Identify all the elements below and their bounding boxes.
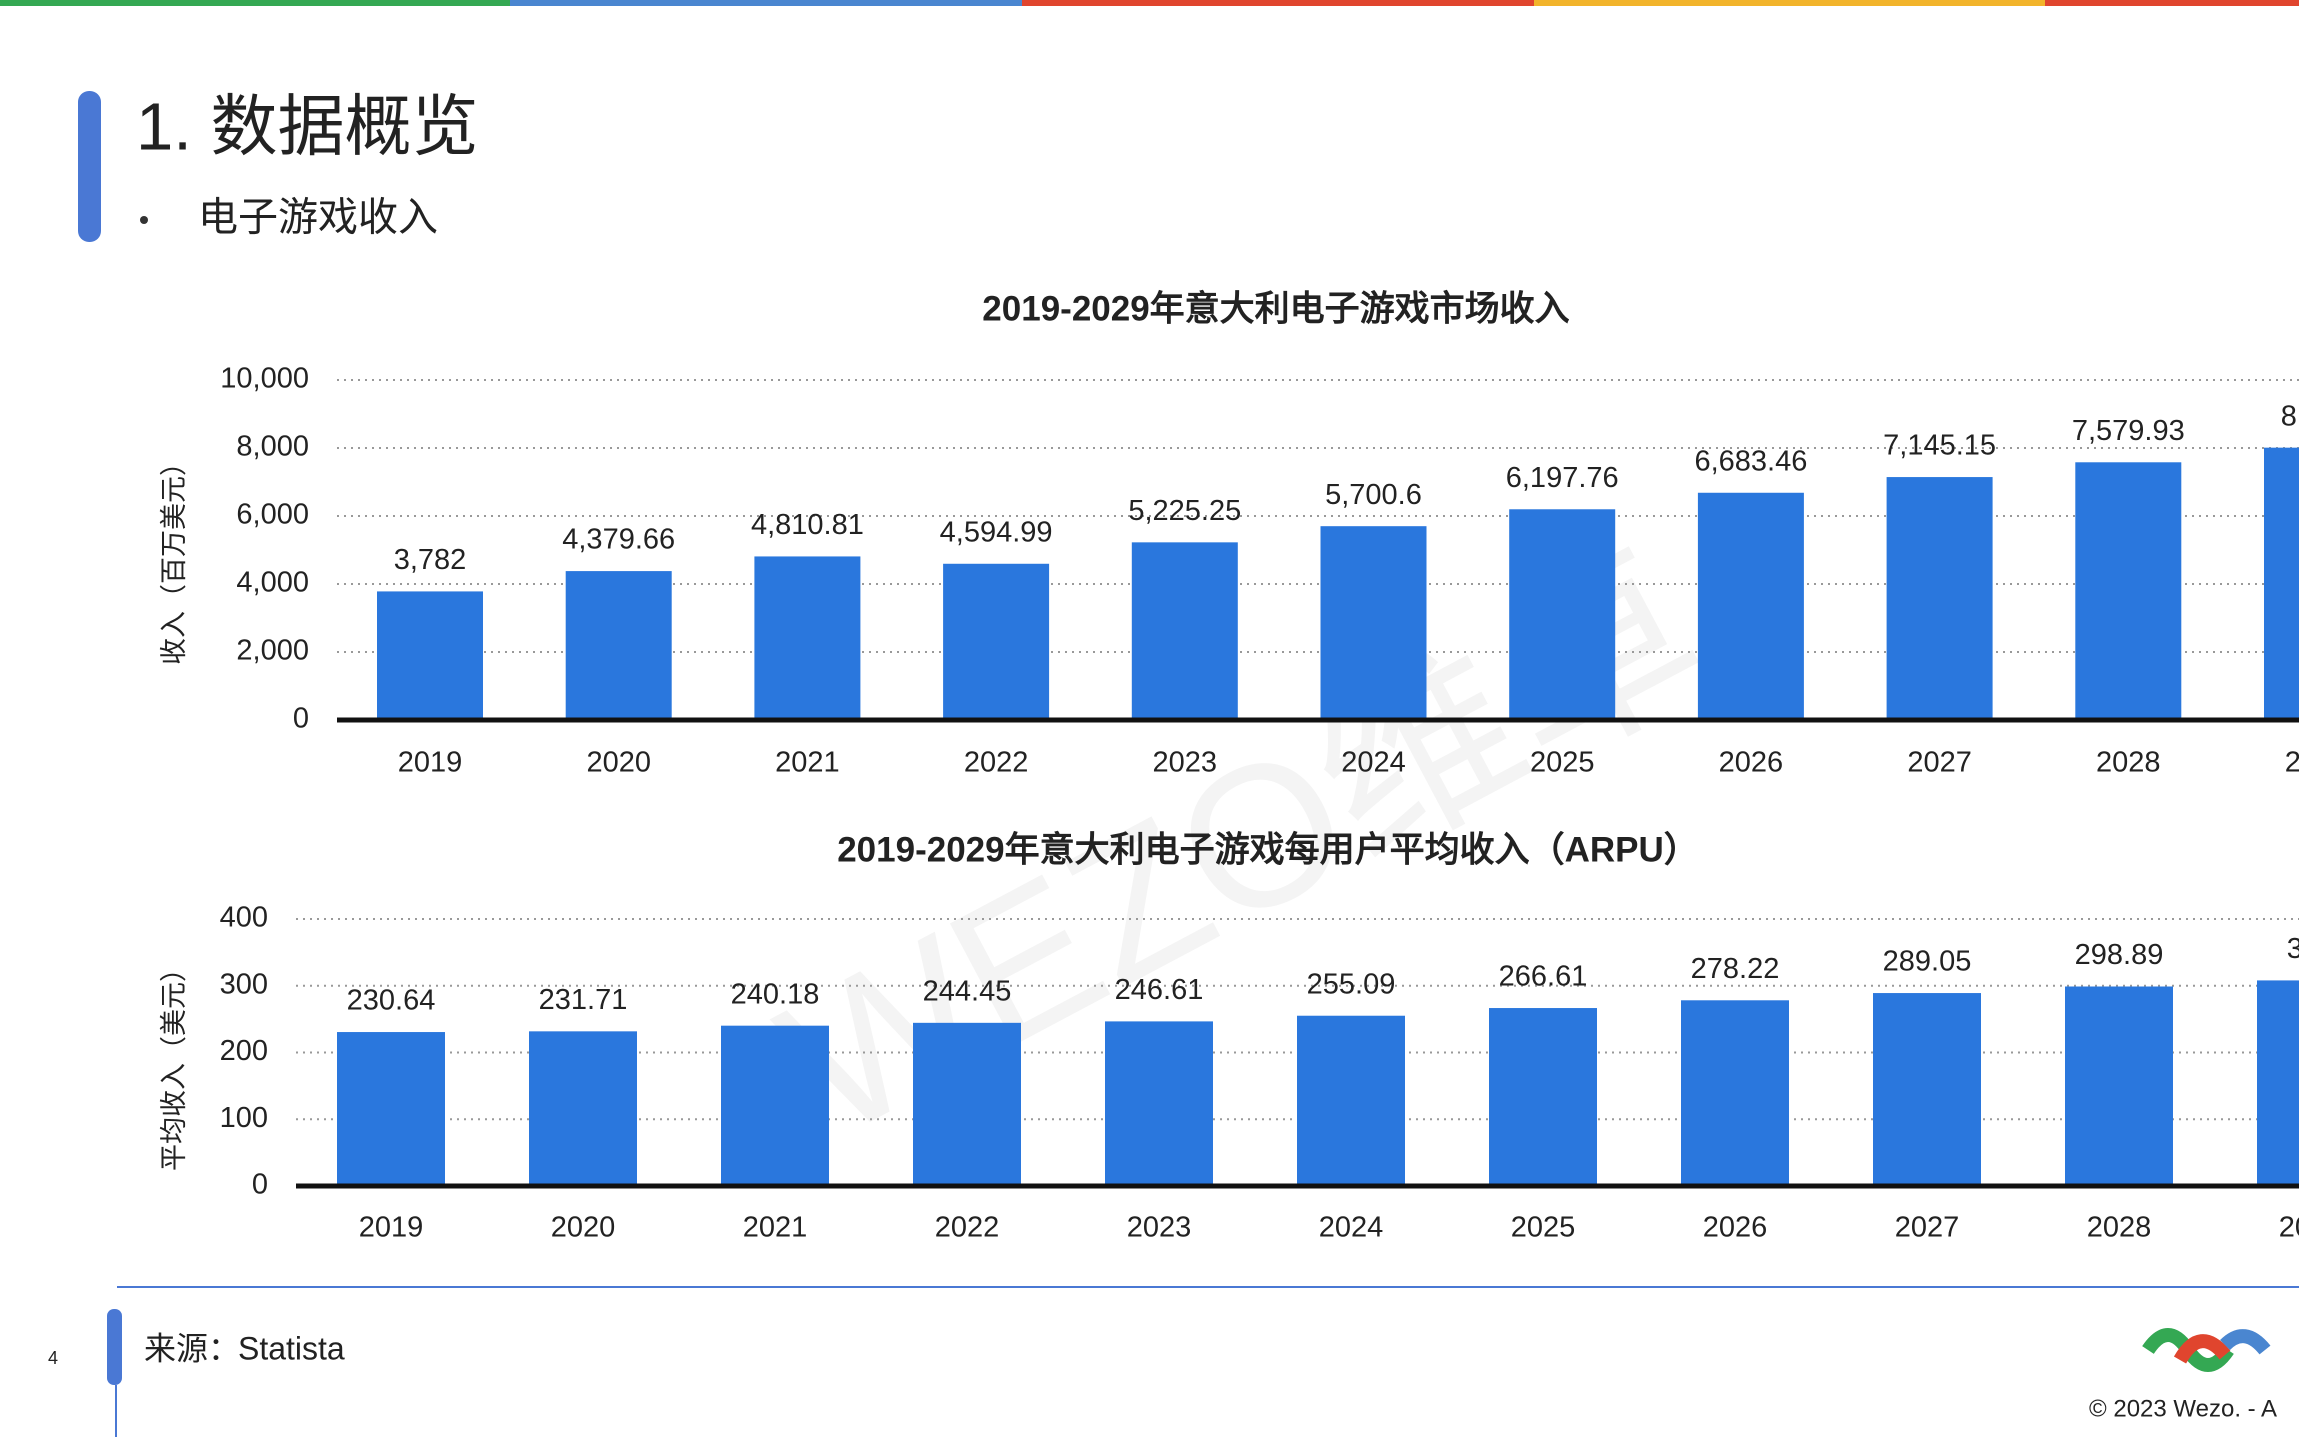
- data-label: 5,225.25: [1128, 495, 1241, 527]
- x-tick-label: 2022: [964, 747, 1029, 779]
- bar: [2065, 986, 2173, 1186]
- x-tick-label: 2024: [1341, 747, 1406, 779]
- bar: [337, 1032, 445, 1186]
- bar: [565, 571, 672, 720]
- top-stripe: [2045, 0, 2299, 6]
- x-tick-label: 2023: [1127, 1212, 1192, 1244]
- y-tick-label: 0: [293, 703, 309, 735]
- x-tick-label: 2029: [2285, 747, 2299, 779]
- copyright: © 2023 Wezo. - A: [2089, 1395, 2277, 1422]
- y-tick-label: 400: [220, 902, 268, 934]
- bar: [377, 591, 483, 720]
- bar: [1297, 1015, 1405, 1186]
- bar: [721, 1025, 829, 1186]
- y-axis-label: 收入（百万美元）: [159, 449, 189, 665]
- data-label: 3,782: [394, 544, 467, 576]
- data-label: 308: [2287, 933, 2299, 965]
- logo: [2142, 1328, 2271, 1372]
- bar: [1509, 509, 1616, 720]
- bar: [1105, 1021, 1213, 1186]
- data-label: 5,700.6: [1325, 479, 1422, 511]
- bar: [1320, 526, 1427, 720]
- bar: [1697, 492, 1804, 720]
- y-tick-label: 6,000: [236, 499, 309, 531]
- data-label: 6,683.46: [1694, 445, 1807, 477]
- y-tick-label: 100: [220, 1102, 268, 1134]
- slide-title: 1. 数据概览: [136, 90, 479, 165]
- chart-title: 2019-2029年意大利电子游戏每用户平均收入（ARPU）: [837, 830, 1699, 869]
- data-label: 7,579.93: [2072, 415, 2185, 447]
- data-label: 240.18: [731, 978, 820, 1010]
- data-label: 289.05: [1883, 946, 1972, 978]
- bar: [1131, 542, 1238, 720]
- x-tick-label: 2020: [586, 747, 651, 779]
- bar: [2264, 447, 2299, 720]
- bar: [1873, 993, 1981, 1186]
- bar: [529, 1031, 637, 1186]
- data-label: 7,145.15: [1883, 430, 1996, 462]
- data-label: 244.45: [923, 975, 1012, 1007]
- bullet-text: 电子游戏收入: [198, 196, 438, 240]
- y-tick-label: 4,000: [236, 567, 309, 599]
- x-tick-label: 2019: [398, 747, 463, 779]
- x-tick-label: 2020: [551, 1212, 616, 1244]
- x-tick-label: 2028: [2087, 1212, 2152, 1244]
- y-tick-label: 300: [220, 968, 268, 1000]
- x-tick-label: 2026: [1719, 747, 1784, 779]
- source: Statista: [238, 1330, 345, 1366]
- y-tick-label: 10,000: [220, 363, 309, 395]
- x-tick-label: 2024: [1319, 1212, 1384, 1244]
- y-tick-label: 8,000: [236, 431, 309, 463]
- data-label: 231.71: [539, 984, 628, 1016]
- bar: [754, 556, 861, 720]
- data-label: 246.61: [1115, 974, 1204, 1006]
- x-tick-label: 2021: [775, 747, 840, 779]
- x-tick-label: 2028: [2096, 747, 2161, 779]
- top-stripe: [0, 0, 510, 6]
- data-label: 278.22: [1691, 953, 1780, 985]
- data-label: 4,379.66: [562, 524, 675, 556]
- bar: [1489, 1008, 1597, 1186]
- bar: [2257, 980, 2299, 1186]
- bullet-dot: [140, 216, 148, 224]
- x-tick-label: 2023: [1153, 747, 1218, 779]
- bar: [913, 1022, 1021, 1186]
- bar: [943, 563, 1050, 720]
- x-tick-label: 2027: [1895, 1212, 1960, 1244]
- x-tick-label: 2026: [1703, 1212, 1768, 1244]
- y-tick-label: 200: [220, 1035, 268, 1067]
- footer-accent: [107, 1309, 122, 1385]
- title-accent: [78, 91, 101, 242]
- page-number: 4: [48, 1348, 58, 1368]
- x-tick-label: 2025: [1511, 1212, 1576, 1244]
- chart-title: 2019-2029年意大利电子游戏市场收入: [982, 289, 1569, 328]
- data-label: 298.89: [2075, 939, 2164, 971]
- y-axis-label: 平均收入（美元）: [159, 955, 189, 1171]
- y-tick-label: 0: [252, 1169, 268, 1201]
- x-tick-label: 2021: [743, 1212, 808, 1244]
- data-label: 266.61: [1499, 961, 1588, 993]
- bar: [1886, 477, 1993, 720]
- data-label: 255.09: [1307, 968, 1396, 1000]
- top-stripe: [1534, 0, 2045, 6]
- data-label: 8,010: [2281, 400, 2299, 432]
- top-stripe: [510, 0, 1022, 6]
- y-tick-label: 2,000: [236, 635, 309, 667]
- bar: [1681, 1000, 1789, 1186]
- source-label: 来源：: [144, 1330, 240, 1366]
- x-tick-label: 2027: [1907, 747, 1972, 779]
- data-label: 6,197.76: [1506, 462, 1619, 494]
- x-tick-label: 2025: [1530, 747, 1595, 779]
- x-tick-label: 2019: [359, 1212, 424, 1244]
- x-tick-label: 2029: [2279, 1212, 2299, 1244]
- x-tick-label: 2022: [935, 1212, 1000, 1244]
- data-label: 230.64: [347, 985, 436, 1017]
- top-stripe: [1022, 0, 1534, 6]
- data-label: 4,810.81: [751, 509, 864, 541]
- data-label: 4,594.99: [940, 516, 1053, 548]
- bar: [2075, 462, 2182, 720]
